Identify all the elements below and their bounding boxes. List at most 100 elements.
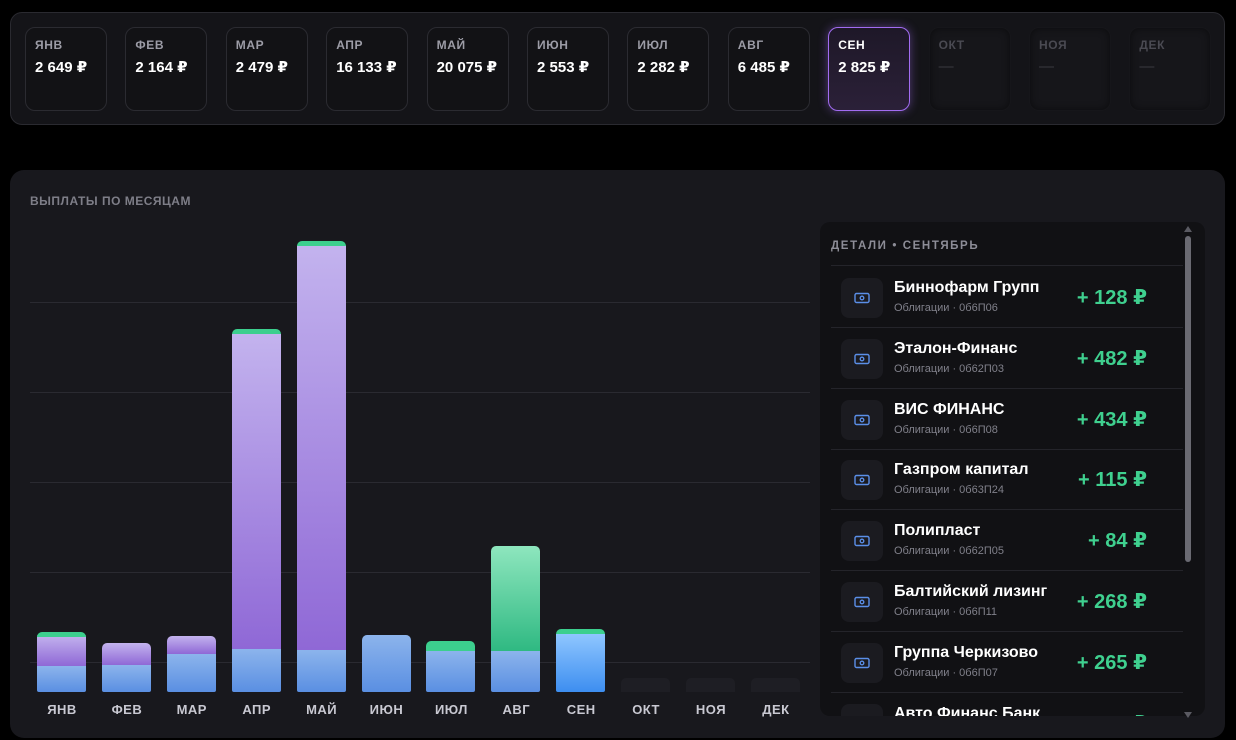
issuer-name: Газпром капитал xyxy=(894,461,1029,479)
payouts-chart-panel: ВЫПЛАТЫ ПО МЕСЯЦАМ ЯНВ ФЕВ МАР АПР МАЙ ИЮН ИЮЛ… xyxy=(10,170,1225,738)
month-name: ИЮЛ xyxy=(637,38,669,52)
bar-segment-green xyxy=(556,628,606,634)
bar-0[interactable] xyxy=(37,632,86,692)
banknote-icon xyxy=(841,338,883,379)
details-scrollbar[interactable] xyxy=(1183,226,1193,718)
issuer-name: Балтийский лизинг xyxy=(894,583,1048,600)
bar-segment-bonds xyxy=(37,634,86,666)
month-name: НОЯ xyxy=(1039,38,1068,52)
payout-amount: + 88 ₽ xyxy=(1088,711,1147,716)
month-amount: 2 649 ₽ xyxy=(35,59,88,76)
month-name: ИЮН xyxy=(537,38,569,52)
bar-4[interactable] xyxy=(296,240,346,692)
bar-segment-green xyxy=(426,640,476,651)
month-card-8[interactable]: СЕН 2 825 ₽ xyxy=(828,27,911,111)
x-axis-label: НОЯ xyxy=(695,702,727,717)
bar-1[interactable] xyxy=(101,643,151,692)
month-card-2[interactable]: МАР 2 479 ₽ xyxy=(225,27,308,111)
banknote-icon xyxy=(841,703,883,716)
payout-row[interactable]: Балтийский лизинг Облигации · 0б6П11 + 268… xyxy=(831,571,1183,632)
bond-ticker: Облигации · 0б63П24 xyxy=(894,484,1004,497)
gridline xyxy=(30,302,810,303)
banknote-icon xyxy=(841,460,883,501)
bar-segment-base xyxy=(361,634,411,692)
month-card-1[interactable]: ФЕВ 2 164 ₽ xyxy=(125,27,208,111)
bar-2[interactable] xyxy=(166,636,216,692)
month-amount: 2 164 ₽ xyxy=(135,59,188,76)
month-card-0[interactable]: ЯНВ 2 649 ₽ xyxy=(25,27,107,111)
bar-empty-9[interactable] xyxy=(621,678,671,692)
details-panel: ДЕТАЛИ • СЕНТЯБРЬ Биннофарм Групп Облигац… xyxy=(820,222,1205,716)
month-name: МАЙ xyxy=(436,38,466,52)
issuer-name: Группа Черкизово xyxy=(894,643,1039,661)
month-amount: — xyxy=(938,58,954,75)
months-strip: ЯНВ 2 649 ₽ ФЕВ 2 164 ₽ МАР 2 479 ₽ АПР 16 133 … xyxy=(10,12,1225,125)
bar-segment-green xyxy=(491,546,541,651)
bar-7[interactable] xyxy=(491,546,541,692)
bar-chart xyxy=(30,220,810,692)
month-name: ОКТ xyxy=(938,38,965,52)
bar-segment-base xyxy=(37,665,86,692)
issuer-name: Биннофарм Групп xyxy=(894,279,1040,296)
gridline xyxy=(30,572,810,573)
payout-row[interactable]: Полипласт Облигации · 0б62П05 + 84 ₽ xyxy=(831,510,1183,572)
banknote-icon xyxy=(841,399,883,440)
banknote-icon xyxy=(841,642,883,683)
bar-segment-base xyxy=(426,650,476,692)
bond-ticker: Облигации · 0б6П08 xyxy=(894,423,998,436)
bar-segment-base xyxy=(556,633,606,692)
bond-ticker: Облигации · 0б6П07 xyxy=(894,666,998,679)
x-axis-label: ФЕВ xyxy=(111,702,143,717)
x-axis-label: АВГ xyxy=(502,702,531,717)
gridline xyxy=(30,662,810,663)
month-card-7[interactable]: АВГ 6 485 ₽ xyxy=(727,27,810,111)
bar-segment-green xyxy=(37,632,86,638)
x-axis-label: МАЙ xyxy=(306,702,338,717)
month-name: АВГ xyxy=(737,38,764,52)
bar-segment-bonds xyxy=(231,333,281,649)
x-axis-label: СЕН xyxy=(566,702,596,717)
month-amount: 2 282 ₽ xyxy=(637,59,690,76)
bar-segment-green xyxy=(296,240,346,246)
x-axis-label: ОКТ xyxy=(632,702,660,717)
bar-5[interactable] xyxy=(361,634,411,692)
scroll-thumb[interactable] xyxy=(1185,236,1191,562)
gridline xyxy=(30,482,810,483)
bar-3[interactable] xyxy=(231,329,281,692)
month-card-9[interactable]: ОКТ — xyxy=(928,27,1011,111)
bar-segment-base xyxy=(101,665,151,692)
month-name: АПР xyxy=(336,38,364,52)
payout-row[interactable]: Группа Черкизово Облигации · 0б6П07 + 265 … xyxy=(831,632,1183,693)
x-axis-label: ИЮН xyxy=(369,702,404,717)
month-card-3[interactable]: АПР 16 133 ₽ xyxy=(326,27,409,111)
payout-row[interactable]: Эталон-Финанс Облигации · 0б62П03 + 482 ₽ xyxy=(831,328,1183,389)
bond-ticker: Облигации · 0б62П03 xyxy=(894,362,1004,375)
payout-row[interactable]: Газпром капитал Облигации · 0б63П24 + 115 … xyxy=(831,449,1183,511)
bar-8[interactable] xyxy=(556,628,606,692)
scroll-up-arrow-icon[interactable] xyxy=(1184,226,1192,232)
payout-amount: + 84 ₽ xyxy=(1088,530,1147,553)
month-card-11[interactable]: ДЕК — xyxy=(1129,27,1212,111)
bar-empty-11[interactable] xyxy=(750,678,800,692)
month-card-6[interactable]: ИЮЛ 2 282 ₽ xyxy=(627,27,710,111)
x-axis-label: МАР xyxy=(176,702,207,717)
scroll-down-arrow-icon[interactable] xyxy=(1184,712,1192,718)
month-amount: 6 485 ₽ xyxy=(737,59,790,76)
banknote-icon xyxy=(841,582,883,622)
month-card-10[interactable]: НОЯ — xyxy=(1029,27,1111,111)
payout-amount: + 115 ₽ xyxy=(1078,469,1147,492)
month-card-4[interactable]: МАЙ 20 075 ₽ xyxy=(426,27,509,111)
bar-empty-10[interactable] xyxy=(686,678,735,692)
payout-row[interactable]: Биннофарм Групп Облигации · 0б6П06 + 128 ₽ xyxy=(831,267,1183,328)
month-card-5[interactable]: ИЮН 2 553 ₽ xyxy=(527,27,609,111)
issuer-name: Авто Финанс Банк xyxy=(894,704,1041,716)
bar-6[interactable] xyxy=(426,640,476,692)
bar-segment-base xyxy=(296,649,346,692)
payout-row[interactable]: Авто Финанс Банк + 88 ₽ xyxy=(831,693,1183,716)
bond-ticker: Облигации · 0б62П05 xyxy=(894,545,1004,558)
payout-amount: + 265 ₽ xyxy=(1076,651,1147,674)
payout-row[interactable]: ВИС ФИНАНС Облигации · 0б6П08 + 434 ₽ xyxy=(831,389,1183,450)
chart-title: ВЫПЛАТЫ ПО МЕСЯЦАМ xyxy=(30,194,191,208)
x-axis-label: ЯНВ xyxy=(47,702,77,717)
month-name: МАР xyxy=(235,38,265,52)
